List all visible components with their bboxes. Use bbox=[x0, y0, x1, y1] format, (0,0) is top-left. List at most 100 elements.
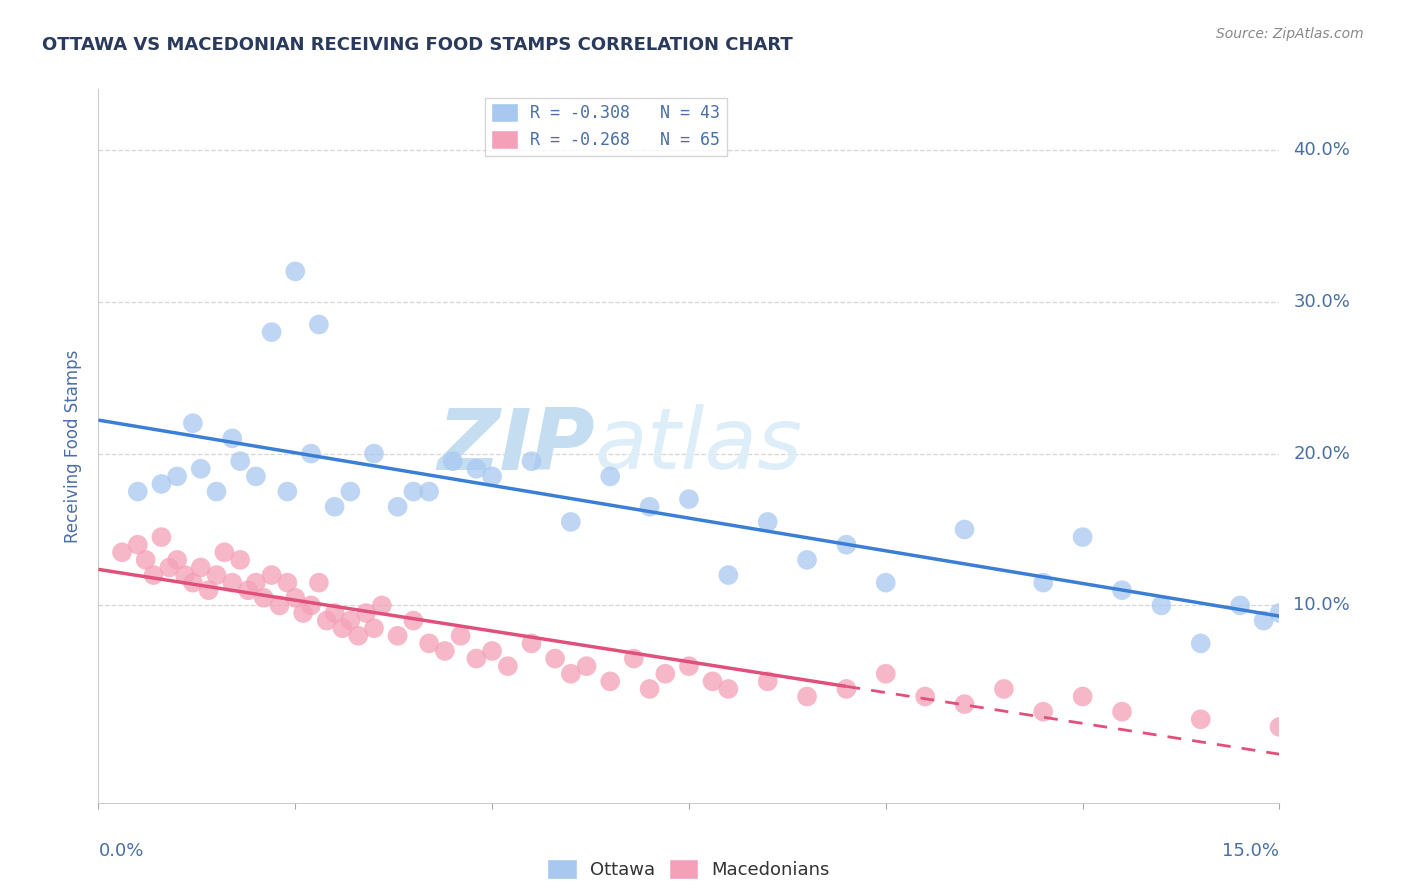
Point bbox=[229, 553, 252, 567]
Point bbox=[756, 674, 779, 689]
Point bbox=[260, 325, 283, 339]
Point bbox=[835, 538, 858, 552]
Point bbox=[1268, 606, 1291, 620]
Point bbox=[181, 416, 204, 430]
Text: 30.0%: 30.0% bbox=[1294, 293, 1350, 310]
Point bbox=[1032, 705, 1054, 719]
Point bbox=[363, 621, 385, 635]
Point bbox=[1071, 690, 1094, 704]
Point bbox=[756, 515, 779, 529]
Point bbox=[1189, 636, 1212, 650]
Point bbox=[269, 599, 291, 613]
Point bbox=[450, 629, 472, 643]
Point bbox=[638, 681, 661, 696]
Point bbox=[1150, 599, 1173, 613]
Point bbox=[150, 530, 173, 544]
Point bbox=[433, 644, 456, 658]
Point bbox=[638, 500, 661, 514]
Point bbox=[214, 545, 236, 559]
Point bbox=[560, 515, 582, 529]
Point bbox=[623, 651, 645, 665]
Point bbox=[654, 666, 676, 681]
Point bbox=[150, 477, 173, 491]
Point bbox=[875, 575, 897, 590]
Point bbox=[127, 538, 149, 552]
Point bbox=[157, 560, 180, 574]
Point bbox=[544, 651, 567, 665]
Text: OTTAWA VS MACEDONIAN RECEIVING FOOD STAMPS CORRELATION CHART: OTTAWA VS MACEDONIAN RECEIVING FOOD STAM… bbox=[42, 36, 793, 54]
Point bbox=[387, 500, 409, 514]
Point bbox=[702, 674, 724, 689]
Point bbox=[402, 614, 425, 628]
Point bbox=[993, 681, 1015, 696]
Point bbox=[914, 690, 936, 704]
Point bbox=[835, 681, 858, 696]
Point bbox=[221, 575, 243, 590]
Point bbox=[276, 484, 298, 499]
Point bbox=[1229, 599, 1251, 613]
Point bbox=[190, 560, 212, 574]
Point bbox=[496, 659, 519, 673]
Point bbox=[197, 583, 219, 598]
Point bbox=[332, 621, 354, 635]
Point bbox=[1111, 705, 1133, 719]
Point bbox=[276, 575, 298, 590]
Point bbox=[481, 644, 503, 658]
Y-axis label: Receiving Food Stamps: Receiving Food Stamps bbox=[65, 350, 83, 542]
Point bbox=[323, 500, 346, 514]
Point bbox=[339, 614, 361, 628]
Text: Source: ZipAtlas.com: Source: ZipAtlas.com bbox=[1216, 27, 1364, 41]
Point bbox=[953, 523, 976, 537]
Point bbox=[796, 553, 818, 567]
Point bbox=[717, 568, 740, 582]
Point bbox=[418, 484, 440, 499]
Text: atlas: atlas bbox=[595, 404, 803, 488]
Point bbox=[260, 568, 283, 582]
Point bbox=[347, 629, 370, 643]
Point bbox=[181, 575, 204, 590]
Point bbox=[678, 492, 700, 507]
Point bbox=[190, 462, 212, 476]
Point bbox=[323, 606, 346, 620]
Point bbox=[284, 264, 307, 278]
Point bbox=[315, 614, 337, 628]
Point bbox=[308, 318, 330, 332]
Point bbox=[166, 553, 188, 567]
Point bbox=[205, 568, 228, 582]
Point bbox=[481, 469, 503, 483]
Point bbox=[135, 553, 157, 567]
Point bbox=[1308, 727, 1330, 741]
Point bbox=[796, 690, 818, 704]
Point bbox=[205, 484, 228, 499]
Point bbox=[371, 599, 394, 613]
Point bbox=[678, 659, 700, 673]
Point bbox=[575, 659, 598, 673]
Point bbox=[1284, 621, 1306, 635]
Text: ZIP: ZIP bbox=[437, 404, 595, 488]
Text: 10.0%: 10.0% bbox=[1294, 597, 1350, 615]
Point bbox=[953, 697, 976, 711]
Point bbox=[236, 583, 259, 598]
Point bbox=[1111, 583, 1133, 598]
Point bbox=[1268, 720, 1291, 734]
Point bbox=[299, 447, 322, 461]
Point bbox=[599, 674, 621, 689]
Point bbox=[402, 484, 425, 499]
Point bbox=[465, 462, 488, 476]
Point bbox=[875, 666, 897, 681]
Point bbox=[717, 681, 740, 696]
Point bbox=[229, 454, 252, 468]
Text: 0.0%: 0.0% bbox=[98, 842, 143, 860]
Legend: Ottawa, Macedonians: Ottawa, Macedonians bbox=[541, 853, 837, 887]
Point bbox=[1071, 530, 1094, 544]
Point bbox=[245, 469, 267, 483]
Point bbox=[520, 454, 543, 468]
Point bbox=[1189, 712, 1212, 726]
Text: 20.0%: 20.0% bbox=[1294, 444, 1350, 463]
Point bbox=[142, 568, 165, 582]
Text: 15.0%: 15.0% bbox=[1222, 842, 1279, 860]
Point bbox=[166, 469, 188, 483]
Point bbox=[292, 606, 315, 620]
Point bbox=[363, 447, 385, 461]
Point bbox=[127, 484, 149, 499]
